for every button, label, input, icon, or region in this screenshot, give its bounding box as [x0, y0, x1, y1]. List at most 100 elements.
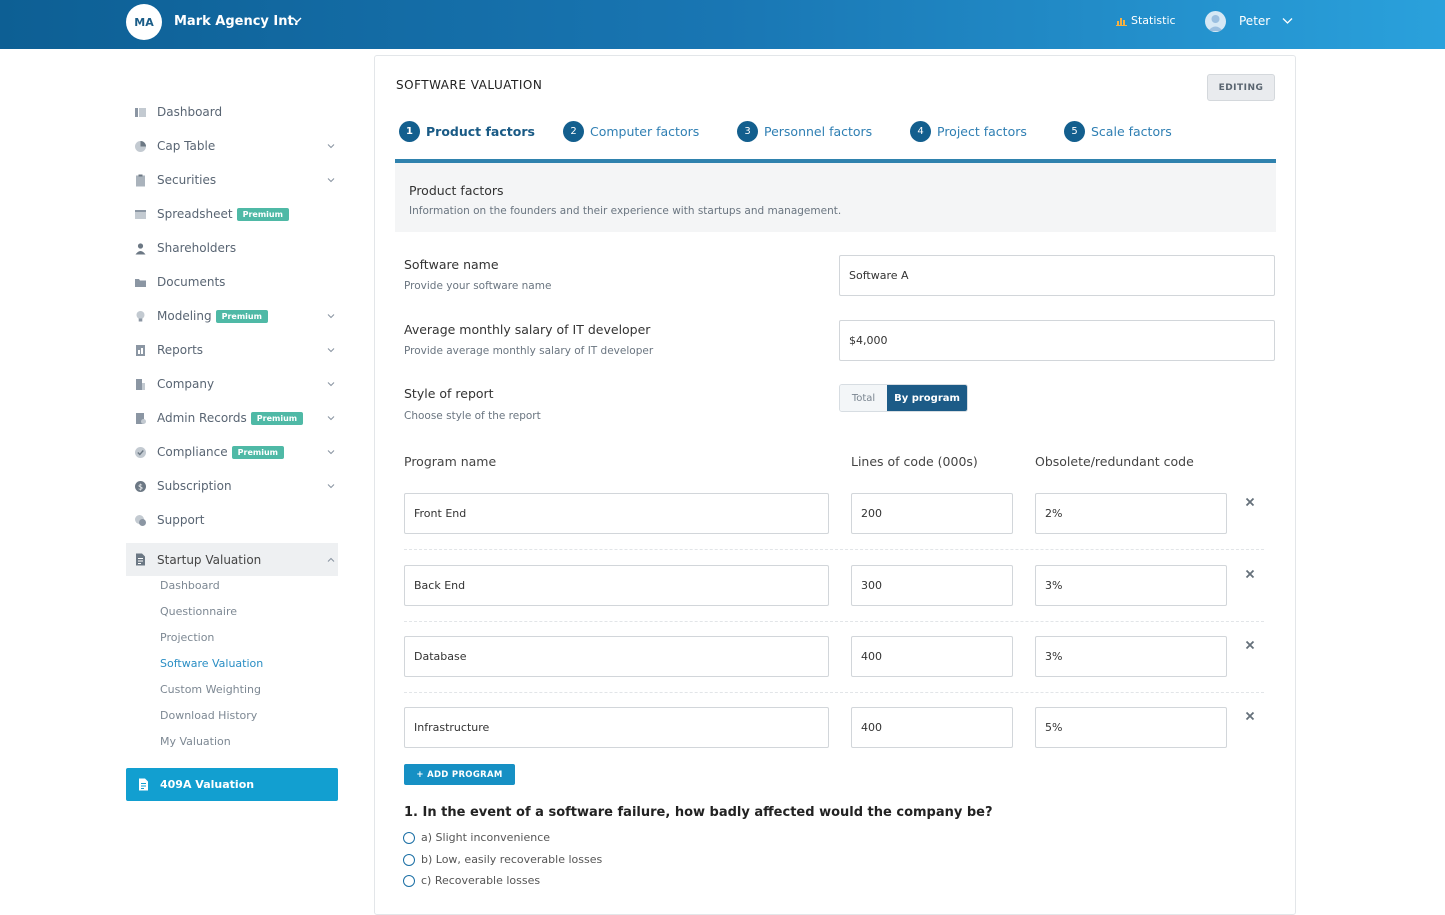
lines-of-code-input[interactable] — [851, 636, 1013, 677]
sidebar-item-company[interactable]: Company — [126, 367, 338, 401]
step-label: Personnel factors — [764, 123, 873, 139]
remove-row-icon[interactable] — [1243, 709, 1257, 723]
sidebar-subitem-questionnaire[interactable]: Questionnaire — [160, 604, 238, 618]
chevron-down-icon[interactable] — [1281, 14, 1294, 27]
sidebar-item-compliance[interactable]: Compliance Premium — [126, 435, 338, 469]
toggle-by-program[interactable]: By program — [887, 385, 967, 411]
sidebar-item-dashboard[interactable]: Dashboard — [126, 95, 338, 129]
answer-option-label: a) Slight inconvenience — [421, 831, 551, 844]
obsolete-code-input[interactable] — [1035, 636, 1227, 677]
answer-option-label: b) Low, easily recoverable losses — [421, 853, 603, 866]
report-icon — [133, 343, 147, 357]
answer-option[interactable]: c) Recoverable losses — [403, 874, 540, 887]
radio-button[interactable] — [403, 831, 415, 844]
step-number: 4 — [910, 120, 931, 142]
program-name-input[interactable] — [404, 707, 829, 748]
chevron-down-icon[interactable] — [326, 175, 336, 185]
toggle-total[interactable]: Total — [840, 385, 887, 411]
program-name-input[interactable] — [404, 565, 829, 606]
sidebar-item-documents[interactable]: Documents — [126, 265, 338, 299]
chevron-down-icon[interactable] — [326, 311, 336, 321]
chevron-down-icon[interactable] — [326, 447, 336, 457]
sidebar-item-409a-valuation[interactable]: 409A Valuation — [126, 768, 338, 801]
sidebar-item-cap-table[interactable]: Cap Table — [126, 129, 338, 163]
tab-scale-factors[interactable]: 5 Scale factors — [1064, 119, 1172, 143]
dashboard-icon — [133, 105, 147, 119]
answer-option[interactable]: a) Slight inconvenience — [403, 831, 550, 844]
salary-label: Average monthly salary of IT developer — [404, 322, 651, 337]
software-name-label: Software name — [404, 257, 499, 272]
remove-row-icon[interactable] — [1243, 567, 1257, 581]
chevron-down-icon[interactable] — [326, 345, 336, 355]
bar-chart-icon — [1116, 17, 1127, 26]
remove-row-icon[interactable] — [1243, 638, 1257, 652]
folder-icon — [133, 275, 147, 289]
add-program-button[interactable]: + ADD PROGRAM — [404, 764, 515, 785]
remove-row-icon[interactable] — [1243, 495, 1257, 509]
lines-of-code-input[interactable] — [851, 565, 1013, 606]
tab-product-factors[interactable]: 1 Product factors — [399, 119, 535, 143]
software-valuation-card: SOFTWARE VALUATION EDITING 1 Product fact… — [374, 55, 1296, 915]
obsolete-code-input[interactable] — [1035, 493, 1227, 534]
tab-project-factors[interactable]: 4 Project factors — [910, 119, 1027, 143]
chevron-down-icon[interactable] — [326, 481, 336, 491]
step-label: Scale factors — [1091, 123, 1172, 139]
radio-button[interactable] — [403, 874, 415, 887]
sidebar-item-modeling[interactable]: Modeling Premium — [126, 299, 338, 333]
sidebar-subitem-my-valuation[interactable]: My Valuation — [160, 734, 231, 748]
org-avatar[interactable]: MA — [126, 4, 162, 40]
org-name[interactable]: Mark Agency Int. — [174, 14, 299, 29]
row-divider — [404, 549, 1264, 550]
question-text: 1. In the event of a software failure, h… — [404, 805, 993, 820]
answer-option[interactable]: b) Low, easily recoverable losses — [403, 853, 602, 866]
premium-badge: Premium — [215, 309, 268, 323]
sidebar-item-label: Modeling — [157, 309, 212, 323]
sidebar-subitem-projection[interactable]: Projection — [160, 630, 215, 644]
sidebar-item-label: 409A Valuation — [160, 778, 255, 791]
tab-personnel-factors[interactable]: 3 Personnel factors — [737, 119, 872, 143]
sidebar-subitem-software-valuation[interactable]: Software Valuation — [160, 656, 264, 670]
chevron-down-icon[interactable] — [290, 13, 304, 27]
user-avatar[interactable] — [1205, 11, 1226, 32]
chevron-down-icon[interactable] — [326, 141, 336, 151]
obsolete-code-input[interactable] — [1035, 707, 1227, 748]
radio-button[interactable] — [403, 853, 415, 866]
program-name-input[interactable] — [404, 493, 829, 534]
answer-option-label: c) Recoverable losses — [421, 874, 541, 887]
chevron-down-icon[interactable] — [326, 379, 336, 389]
program-name-input[interactable] — [404, 636, 829, 677]
top-bar: MA Mark Agency Int. Statistic Peter — [0, 0, 1445, 49]
sidebar-item-shareholders[interactable]: Shareholders — [126, 231, 338, 265]
sidebar-item-spreadsheet[interactable]: Spreadsheet Premium — [126, 197, 338, 231]
sidebar-item-support[interactable]: Support — [126, 503, 338, 537]
user-name[interactable]: Peter — [1239, 14, 1271, 28]
chevron-down-icon[interactable] — [326, 413, 336, 423]
statistic-link[interactable]: Statistic — [1116, 14, 1176, 27]
person-icon — [133, 241, 147, 255]
step-label: Computer factors — [590, 123, 700, 139]
sidebar-subitem-custom-weighting[interactable]: Custom Weighting — [160, 682, 261, 696]
tab-computer-factors[interactable]: 2 Computer factors — [563, 119, 699, 143]
chevron-up-icon[interactable] — [326, 555, 336, 565]
step-number: 2 — [563, 120, 584, 142]
salary-input[interactable] — [839, 320, 1275, 361]
obsolete-code-input[interactable] — [1035, 565, 1227, 606]
premium-badge: Premium — [250, 411, 304, 425]
lines-of-code-input[interactable] — [851, 707, 1013, 748]
sidebar-item-admin-records[interactable]: Admin Records Premium — [126, 401, 338, 435]
sidebar-item-label: Admin Records — [157, 411, 247, 425]
table-icon — [133, 207, 147, 221]
sidebar-item-label: Startup Valuation — [157, 552, 262, 567]
lines-of-code-input[interactable] — [851, 493, 1013, 534]
step-number: 5 — [1064, 120, 1085, 142]
sidebar-item-securities[interactable]: Securities — [126, 163, 338, 197]
sidebar-subitem-dashboard[interactable]: Dashboard — [160, 578, 220, 592]
sidebar-item-subscription[interactable]: $ Subscription — [126, 469, 338, 503]
software-name-input[interactable] — [839, 255, 1275, 296]
editing-button[interactable]: EDITING — [1207, 74, 1275, 101]
dollar-icon: $ — [133, 479, 147, 493]
sidebar-subitem-download-history[interactable]: Download History — [160, 708, 258, 722]
sidebar-item-reports[interactable]: Reports — [126, 333, 338, 367]
report-style-toggle: Total By program — [839, 384, 968, 412]
sidebar-item-startup-valuation[interactable]: Startup Valuation — [126, 543, 338, 576]
